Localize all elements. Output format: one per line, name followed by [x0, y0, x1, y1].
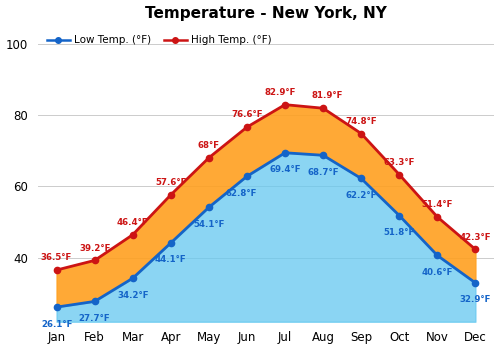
Low Temp. (°F) — [320, 153, 326, 158]
High Temp. (°F) — [472, 247, 478, 251]
High Temp. (°F) — [396, 173, 402, 177]
Text: 34.2°F: 34.2°F — [117, 291, 148, 300]
Text: 63.3°F: 63.3°F — [384, 158, 415, 167]
Text: 40.6°F: 40.6°F — [422, 268, 453, 277]
Low Temp. (°F) — [130, 276, 136, 280]
High Temp. (°F) — [358, 132, 364, 136]
High Temp. (°F) — [282, 103, 288, 107]
Text: 57.6°F: 57.6°F — [155, 178, 186, 187]
Text: 69.4°F: 69.4°F — [270, 165, 301, 174]
Title: Temperature - New York, NY: Temperature - New York, NY — [145, 6, 387, 21]
Legend: Low Temp. (°F), High Temp. (°F): Low Temp. (°F), High Temp. (°F) — [42, 31, 276, 49]
Text: 82.9°F: 82.9°F — [265, 88, 296, 97]
Text: 76.6°F: 76.6°F — [231, 110, 262, 119]
Text: 54.1°F: 54.1°F — [193, 220, 224, 229]
High Temp. (°F) — [92, 258, 98, 262]
Text: 46.4°F: 46.4°F — [117, 218, 148, 227]
High Temp. (°F) — [206, 156, 212, 160]
High Temp. (°F) — [244, 125, 250, 129]
Low Temp. (°F) — [54, 305, 60, 309]
Text: 44.1°F: 44.1°F — [155, 256, 186, 265]
Low Temp. (°F) — [244, 174, 250, 179]
Low Temp. (°F) — [282, 151, 288, 155]
Text: 62.2°F: 62.2°F — [346, 191, 377, 200]
Text: 26.1°F: 26.1°F — [41, 320, 72, 329]
High Temp. (°F) — [130, 233, 136, 237]
Low Temp. (°F) — [206, 205, 212, 209]
Text: 62.8°F: 62.8°F — [226, 189, 257, 198]
Low Temp. (°F) — [168, 241, 174, 245]
Low Temp. (°F) — [358, 176, 364, 181]
Text: 39.2°F: 39.2°F — [79, 244, 110, 253]
High Temp. (°F) — [168, 193, 174, 197]
High Temp. (°F) — [434, 215, 440, 219]
Text: 51.4°F: 51.4°F — [422, 200, 453, 209]
Line: Low Temp. (°F): Low Temp. (°F) — [54, 150, 478, 310]
Low Temp. (°F) — [472, 281, 478, 285]
Low Temp. (°F) — [396, 214, 402, 218]
Text: 68°F: 68°F — [198, 141, 220, 150]
Low Temp. (°F) — [92, 299, 98, 303]
Text: 68.7°F: 68.7°F — [308, 168, 339, 177]
Text: 81.9°F: 81.9°F — [312, 91, 344, 100]
Text: 42.3°F: 42.3°F — [460, 232, 491, 241]
Low Temp. (°F) — [434, 253, 440, 258]
High Temp. (°F) — [320, 106, 326, 110]
Text: 51.8°F: 51.8°F — [384, 228, 415, 237]
Text: 36.5°F: 36.5°F — [41, 253, 72, 262]
Line: High Temp. (°F): High Temp. (°F) — [54, 102, 478, 273]
Text: 27.7°F: 27.7°F — [79, 314, 110, 323]
High Temp. (°F) — [54, 268, 60, 272]
Text: 74.8°F: 74.8°F — [346, 117, 377, 126]
Text: 32.9°F: 32.9°F — [460, 295, 491, 304]
